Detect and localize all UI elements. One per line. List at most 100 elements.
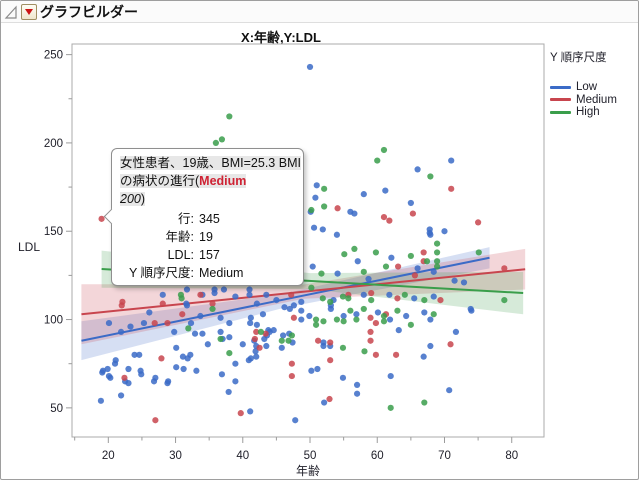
data-point[interactable]: [104, 365, 111, 373]
data-point[interactable]: [280, 332, 287, 339]
data-point[interactable]: [340, 318, 347, 325]
data-point[interactable]: [183, 300, 190, 307]
data-point[interactable]: [312, 194, 319, 201]
data-point[interactable]: [232, 293, 239, 300]
data-point[interactable]: [226, 350, 233, 357]
data-point[interactable]: [318, 270, 325, 277]
data-point[interactable]: [138, 371, 145, 378]
data-point[interactable]: [353, 390, 361, 397]
data-point[interactable]: [437, 297, 444, 304]
data-point[interactable]: [314, 337, 322, 344]
data-point[interactable]: [339, 293, 347, 300]
data-point[interactable]: [433, 258, 441, 265]
data-point[interactable]: [314, 365, 321, 373]
data-point[interactable]: [197, 312, 204, 320]
data-point[interactable]: [253, 353, 260, 360]
data-point[interactable]: [217, 335, 224, 343]
data-point[interactable]: [501, 265, 508, 272]
data-point[interactable]: [259, 311, 267, 318]
data-point[interactable]: [187, 319, 195, 327]
data-point[interactable]: [97, 397, 105, 404]
data-point[interactable]: [421, 297, 428, 304]
data-point[interactable]: [360, 291, 367, 298]
data-point[interactable]: [475, 249, 482, 256]
data-point[interactable]: [199, 330, 206, 337]
data-point[interactable]: [386, 291, 393, 298]
data-point[interactable]: [427, 342, 434, 350]
data-point[interactable]: [209, 305, 216, 313]
data-point[interactable]: [407, 199, 414, 207]
data-point[interactable]: [218, 371, 226, 378]
data-point[interactable]: [158, 355, 165, 362]
data-point[interactable]: [253, 300, 261, 307]
data-point[interactable]: [247, 319, 254, 327]
data-point[interactable]: [430, 311, 437, 318]
data-point[interactable]: [212, 139, 219, 147]
data-point[interactable]: [475, 219, 482, 226]
data-point[interactable]: [164, 380, 171, 387]
data-point[interactable]: [365, 275, 372, 283]
data-point[interactable]: [320, 342, 327, 350]
data-point[interactable]: [239, 341, 246, 348]
data-point[interactable]: [312, 321, 320, 328]
x-axis[interactable]: 20 30 40 50 60 70 80: [74, 437, 518, 462]
data-point[interactable]: [401, 291, 408, 298]
data-point[interactable]: [217, 328, 224, 336]
data-point[interactable]: [247, 408, 254, 415]
data-point[interactable]: [159, 300, 166, 307]
data-point[interactable]: [433, 249, 441, 256]
data-point[interactable]: [256, 344, 263, 351]
data-point[interactable]: [245, 357, 252, 364]
data-point[interactable]: [380, 312, 388, 320]
data-point[interactable]: [146, 309, 153, 316]
data-point[interactable]: [308, 206, 315, 214]
data-point[interactable]: [451, 277, 458, 284]
x-axis-title[interactable]: 年齢: [295, 464, 320, 478]
data-point[interactable]: [313, 182, 320, 189]
data-point[interactable]: [119, 298, 126, 305]
data-point[interactable]: [447, 341, 454, 348]
data-point[interactable]: [441, 228, 448, 235]
data-point[interactable]: [171, 328, 178, 336]
data-point[interactable]: [460, 279, 468, 286]
data-point[interactable]: [125, 365, 132, 373]
data-point[interactable]: [164, 319, 171, 327]
data-point[interactable]: [334, 270, 341, 277]
data-point[interactable]: [292, 417, 299, 424]
data-point[interactable]: [353, 381, 361, 388]
data-point[interactable]: [414, 265, 421, 272]
data-point[interactable]: [278, 337, 285, 344]
data-point[interactable]: [374, 157, 381, 164]
data-point[interactable]: [394, 307, 401, 314]
data-point[interactable]: [327, 298, 334, 305]
data-point[interactable]: [290, 302, 297, 309]
data-point[interactable]: [433, 240, 441, 247]
data-point[interactable]: [232, 360, 239, 367]
data-point[interactable]: [327, 339, 334, 346]
data-point[interactable]: [407, 252, 414, 260]
data-point[interactable]: [232, 378, 239, 385]
data-point[interactable]: [420, 249, 427, 256]
red-triangle-menu-button[interactable]: [21, 3, 37, 20]
data-point[interactable]: [226, 319, 233, 327]
data-point[interactable]: [185, 325, 192, 332]
data-point[interactable]: [327, 305, 334, 313]
data-point[interactable]: [98, 215, 105, 222]
data-point[interactable]: [427, 316, 434, 323]
data-point[interactable]: [273, 297, 280, 304]
data-point[interactable]: [278, 344, 285, 351]
data-point[interactable]: [386, 316, 394, 323]
data-point[interactable]: [306, 63, 314, 71]
data-point[interactable]: [127, 323, 134, 330]
data-point[interactable]: [263, 291, 270, 298]
data-point[interactable]: [117, 328, 125, 336]
data-point[interactable]: [298, 307, 305, 314]
data-point[interactable]: [140, 319, 148, 327]
data-point[interactable]: [183, 286, 191, 293]
data-point[interactable]: [367, 314, 374, 321]
data-point[interactable]: [321, 185, 328, 192]
data-point[interactable]: [151, 319, 158, 327]
data-point[interactable]: [360, 191, 367, 198]
data-point[interactable]: [193, 367, 200, 374]
data-point[interactable]: [237, 410, 244, 417]
